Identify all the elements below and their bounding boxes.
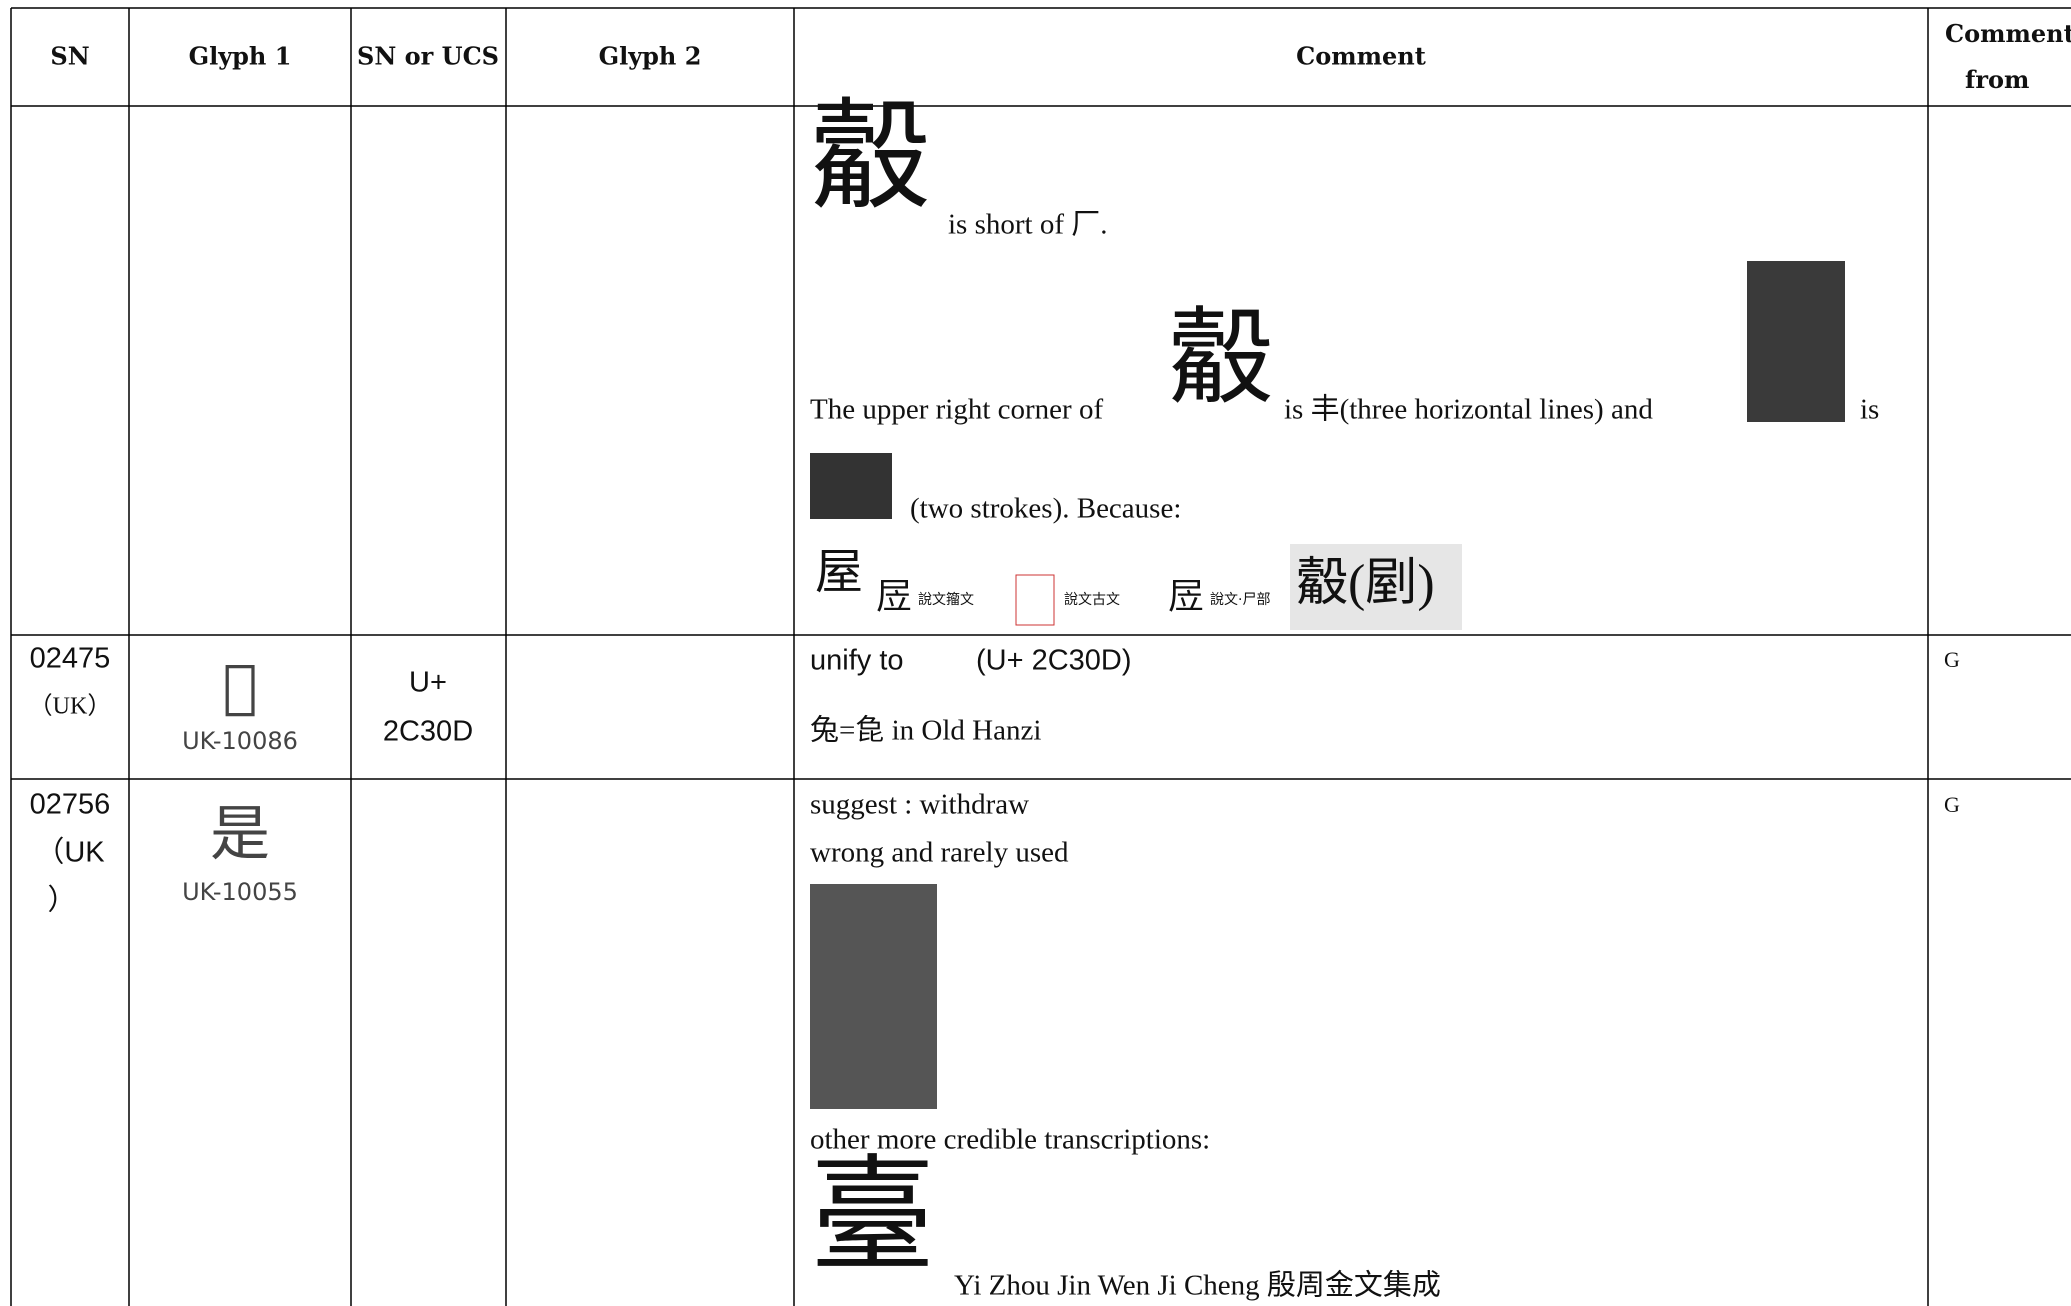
sn-note: ）: [47, 885, 76, 917]
comment-text: (U+ 2C30D): [976, 645, 1132, 677]
rubbing-image: [1747, 261, 1845, 422]
rubbing-image: [810, 453, 892, 519]
comment-from: G: [1944, 647, 1960, 672]
comment-text: is 丰(three horizontal lines) and: [1284, 393, 1653, 426]
glyph: 觳: [810, 91, 930, 224]
glyph: 屋: [815, 546, 863, 599]
glyph: 觳: [1168, 300, 1273, 417]
glyph: 㞐: [1168, 576, 1204, 616]
comment-text: 兔=㲋 in Old Hanzi: [810, 714, 1041, 747]
glyph: 臺: [810, 1149, 935, 1287]
glyph: 𬌍: [223, 652, 258, 720]
glyph-id: UK-10055: [182, 878, 298, 906]
seal-box: [1015, 574, 1055, 626]
ucs: 2C30D: [383, 716, 473, 748]
glyph-id: UK-10086: [182, 727, 298, 755]
glyph: 是: [210, 800, 270, 870]
sn: 02756: [30, 789, 111, 821]
header-cell: Glyph 2: [599, 42, 702, 71]
glyph-image: [1290, 544, 1462, 630]
comment-text: suggest : withdraw: [810, 789, 1029, 821]
header-cell: SN: [50, 42, 89, 71]
comment-text: Yi Zhou Jin Wen Ji Cheng 殷周金文集成: [954, 1269, 1441, 1302]
header-cell: Comment from: [1945, 19, 2071, 94]
header-cell: SN or UCS: [357, 42, 499, 71]
comment-text: other more credible transcriptions:: [810, 1124, 1210, 1156]
glyph: 㞐: [876, 576, 912, 616]
source-label: 說文·尸部: [1210, 591, 1270, 608]
grid: [10, 7, 2071, 1306]
comment-text: is short of 厂.: [948, 209, 1108, 241]
comment-from: G: [1944, 792, 1960, 817]
glyph: 觳(剭): [1296, 555, 1435, 612]
source-label: 說文古文: [1064, 591, 1120, 608]
comment-text: wrong and rarely used: [810, 837, 1069, 869]
sn-note: （UK: [35, 837, 105, 869]
ucs: U+: [409, 667, 447, 699]
header-cell: Comment: [1296, 42, 1426, 71]
rubbing-image: [810, 884, 937, 1109]
sn: 02475: [30, 643, 111, 675]
sn-note: （UK）: [29, 694, 112, 720]
comment-text: The upper right corner of: [810, 394, 1103, 426]
comment-text: is: [1860, 394, 1879, 426]
comment-text: (two strokes). Because:: [910, 493, 1181, 525]
header-cell: Glyph 1: [189, 42, 292, 71]
comment-text: unify to: [810, 645, 904, 677]
source-label: 說文籀文: [918, 591, 974, 608]
